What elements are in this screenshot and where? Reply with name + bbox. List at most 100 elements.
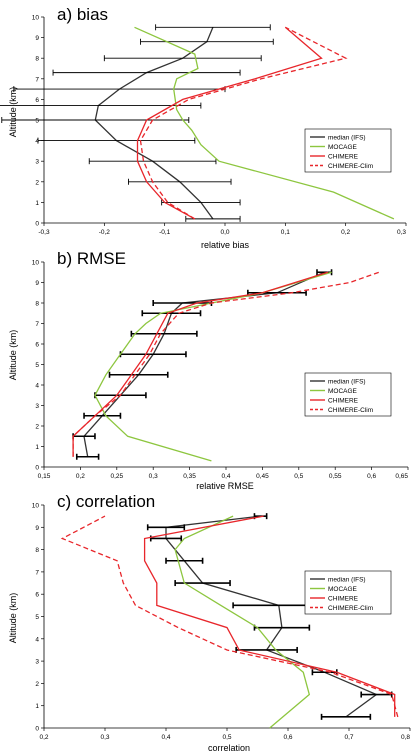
y-tick-label: 9 (35, 525, 39, 532)
y-tick-label: 7 (35, 569, 39, 576)
y-tick-label: 7 (35, 321, 39, 328)
y-tick-label: 2 (35, 179, 39, 186)
x-tick-label: 0,35 (183, 473, 196, 480)
y-tick-label: 1 (35, 444, 39, 451)
y-tick-label: 0 (35, 726, 39, 733)
panel-bias: a) bias Altitude (km) relative bias 0 1 2 3… (0, 5, 406, 250)
y-tick-label: 5 (35, 362, 39, 369)
panel-title: c) correlation (57, 492, 155, 511)
y-tick-label: 5 (35, 118, 39, 125)
series-line (134, 26, 395, 220)
y-tick-label: 1 (35, 200, 39, 207)
legend-box (304, 128, 392, 173)
x-tick-label: -0,1 (159, 229, 171, 236)
x-axis-label: correlation (208, 743, 250, 753)
legend-entry: median (IFS) (328, 576, 366, 583)
series-line (143, 515, 396, 717)
x-tick-label: 0,3 (149, 473, 158, 480)
y-tick-label: 3 (35, 159, 39, 166)
x-tick-label: 0,1 (281, 229, 290, 236)
x-tick-label: 0,4 (221, 473, 230, 480)
series-line (174, 515, 311, 729)
x-tick-label: -0,2 (99, 229, 111, 236)
x-tick-label: 0,3 (397, 229, 406, 236)
legend-entry: CHIMERE (328, 397, 359, 404)
legend-entry: CHIMERE-Clim (328, 407, 373, 414)
x-tick-label: 0,3 (100, 734, 109, 741)
series-line (72, 271, 380, 457)
y-tick-label: 4 (35, 383, 39, 390)
x-tick-label: 0,4 (161, 734, 170, 741)
x-tick-label: 0,6 (367, 473, 376, 480)
y-tick-label: 2 (35, 424, 39, 431)
panel-correlation: c) correlation Altitude (km) correlation… (8, 492, 410, 753)
legend-entry: MOCAGE (328, 144, 358, 151)
legend-entry: median (IFS) (328, 378, 366, 385)
y-tick-label: 8 (35, 547, 39, 554)
y-tick-label: 0 (35, 221, 39, 228)
y-tick-label: 6 (35, 592, 39, 599)
series-line (72, 271, 329, 457)
y-tick-label: 4 (35, 636, 39, 643)
panel-title: a) bias (57, 5, 108, 24)
legend-entry: MOCAGE (328, 388, 358, 395)
series-line (165, 515, 378, 718)
x-tick-label: 0,2 (76, 473, 85, 480)
x-tick-label: 0,55 (329, 473, 342, 480)
y-tick-label: 8 (35, 301, 39, 308)
y-tick-label: 5 (35, 614, 39, 621)
x-tick-label: 0,25 (110, 473, 123, 480)
series-line (139, 26, 348, 220)
series-line (94, 27, 214, 220)
y-tick-label: 2 (35, 681, 39, 688)
y-tick-label: 9 (35, 35, 39, 42)
y-tick-label: 4 (35, 138, 39, 145)
legend-box (304, 372, 392, 417)
x-tick-label: 0,2 (341, 229, 350, 236)
x-axis-label: relative bias (201, 240, 250, 250)
panel-rmse: b) RMSE Altitude (km) relative RMSE 0 1 2 3… (8, 249, 408, 491)
series-line (60, 515, 399, 718)
legend-entry: CHIMERE-Clim (328, 163, 373, 170)
x-tick-label: 0,45 (256, 473, 269, 480)
y-tick-label: 10 (32, 260, 40, 267)
legend-entry: CHIMERE (328, 595, 359, 602)
legend-entry: CHIMERE-Clim (328, 605, 373, 612)
x-tick-label: 0,7 (344, 734, 353, 741)
y-tick-label: 8 (35, 56, 39, 63)
y-axis-label: Altitude (km) (8, 593, 18, 644)
y-tick-label: 3 (35, 659, 39, 666)
y-tick-label: 10 (32, 503, 40, 510)
x-axis-label: relative RMSE (196, 481, 254, 491)
panel-title: b) RMSE (57, 249, 126, 268)
y-tick-label: 6 (35, 342, 39, 349)
x-tick-label: -0,3 (38, 229, 50, 236)
y-tick-label: 6 (35, 97, 39, 104)
legend-box (304, 570, 392, 615)
x-tick-label: 0,15 (38, 473, 51, 480)
x-tick-label: 0,2 (39, 734, 48, 741)
y-axis-label: Altitude (km) (8, 87, 18, 138)
x-tick-label: 0,8 (401, 734, 410, 741)
y-tick-label: 7 (35, 76, 39, 83)
y-tick-label: 1 (35, 703, 39, 710)
y-tick-label: 10 (32, 15, 40, 22)
y-axis-label: Altitude (km) (8, 330, 18, 381)
series-line (136, 26, 323, 220)
legend: median (IFS) MOCAGE CHIMERE CHIMERE-Clim (304, 128, 392, 173)
legend-entry: median (IFS) (328, 134, 366, 141)
legend-entry: MOCAGE (328, 586, 358, 593)
x-tick-label: 0,0 (220, 229, 229, 236)
legend: median (IFS) MOCAGE CHIMERE CHIMERE-Clim (304, 570, 392, 615)
y-tick-label: 3 (35, 403, 39, 410)
y-tick-label: 9 (35, 280, 39, 287)
legend: median (IFS) MOCAGE CHIMERE CHIMERE-Clim (304, 372, 392, 417)
x-tick-label: 0,5 (294, 473, 303, 480)
x-tick-label: 0,5 (222, 734, 231, 741)
y-tick-label: 0 (35, 465, 39, 472)
legend-entry: CHIMERE (328, 153, 359, 160)
series-line (94, 271, 332, 462)
x-tick-label: 0,6 (283, 734, 292, 741)
x-tick-label: 0,65 (395, 473, 408, 480)
